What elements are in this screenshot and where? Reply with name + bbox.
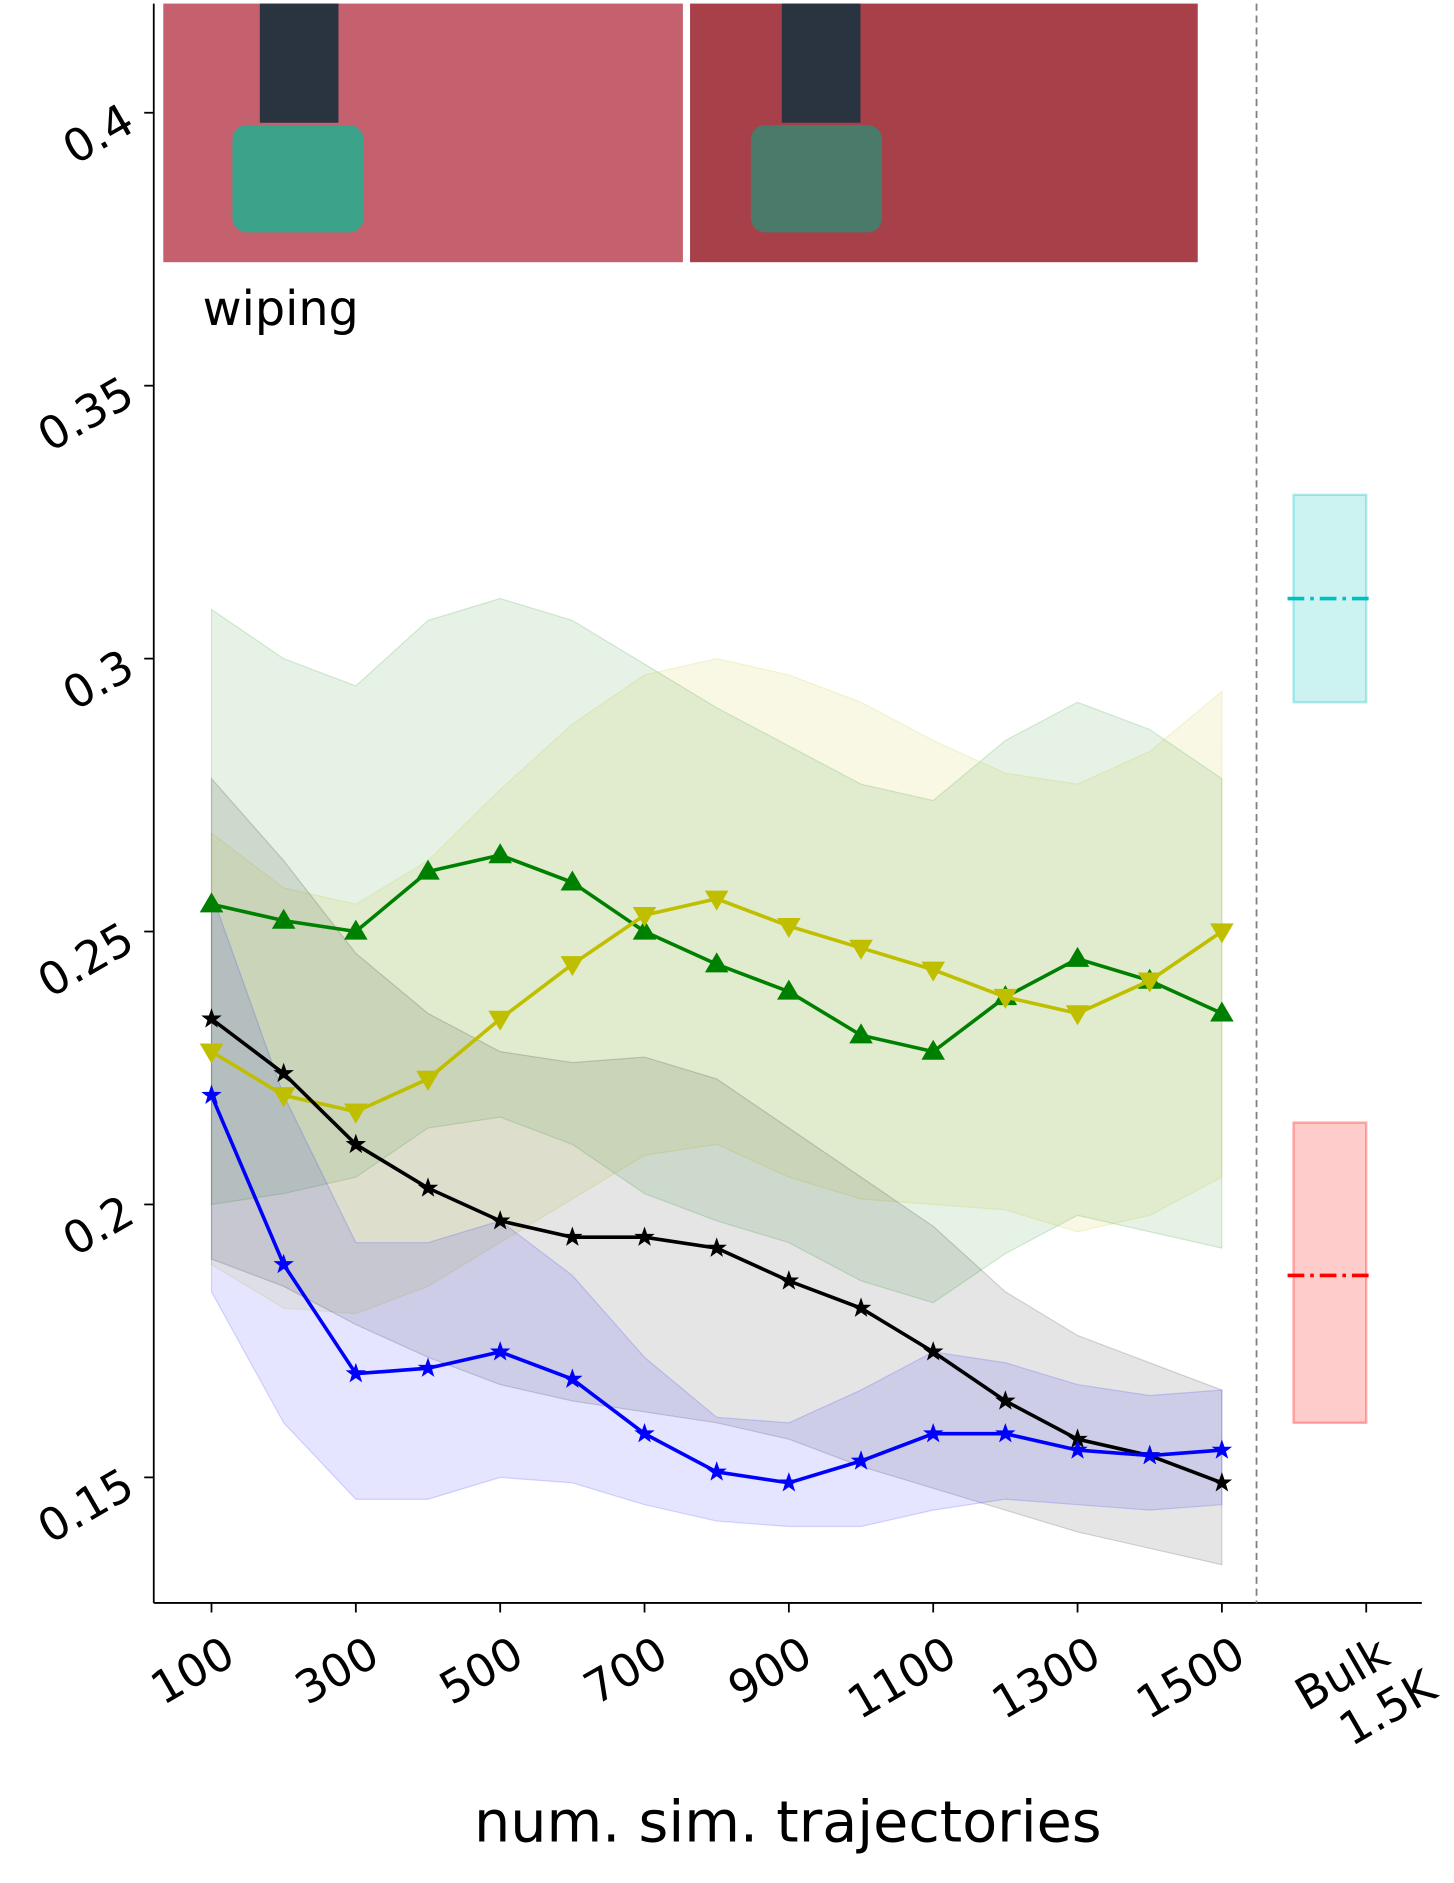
marker bbox=[201, 1008, 222, 1028]
x-axis-label: num. sim. trajectories bbox=[474, 1789, 1102, 1855]
marker bbox=[199, 892, 224, 913]
marker bbox=[1211, 1472, 1233, 1492]
marker bbox=[995, 1390, 1016, 1410]
series bbox=[199, 890, 1234, 1124]
band bbox=[210, 777, 1223, 1566]
y-tick-label: 0.3 bbox=[54, 639, 143, 721]
marker bbox=[993, 988, 1018, 1009]
cloth bbox=[750, 125, 882, 233]
x-tick-label: 1500 bbox=[1127, 1626, 1253, 1730]
marker bbox=[271, 908, 296, 929]
marker bbox=[849, 1023, 873, 1044]
marker bbox=[344, 919, 368, 940]
marker bbox=[273, 1062, 294, 1083]
marker bbox=[488, 1010, 512, 1031]
marker bbox=[1137, 972, 1162, 993]
marker bbox=[199, 1043, 224, 1064]
marker bbox=[1065, 946, 1090, 967]
marker bbox=[922, 1341, 944, 1361]
marker bbox=[488, 843, 512, 864]
marker bbox=[1210, 923, 1234, 944]
marker bbox=[634, 1422, 655, 1443]
marker bbox=[995, 1422, 1016, 1443]
y-tick-label: 0.15 bbox=[29, 1458, 143, 1554]
marker bbox=[777, 917, 801, 938]
x-tick-label: 900 bbox=[719, 1626, 820, 1715]
marker bbox=[1067, 1439, 1088, 1459]
x-tick-label: 1300 bbox=[983, 1626, 1109, 1730]
marker bbox=[1065, 1005, 1090, 1026]
marker bbox=[922, 1422, 944, 1443]
series bbox=[201, 1084, 1233, 1492]
marker bbox=[489, 1341, 511, 1361]
marker bbox=[704, 890, 729, 911]
marker bbox=[201, 1084, 222, 1104]
marker bbox=[850, 1297, 872, 1317]
marker bbox=[344, 1103, 368, 1124]
marker bbox=[778, 1472, 800, 1492]
marker bbox=[345, 1133, 367, 1154]
x-tick-label: 500 bbox=[431, 1626, 532, 1715]
annotation: wiping bbox=[203, 282, 359, 337]
marker bbox=[271, 1087, 296, 1108]
x-tick-label: Bulk1.5K bbox=[1286, 1614, 1446, 1767]
marker bbox=[273, 1253, 294, 1274]
marker bbox=[562, 1368, 583, 1388]
marker bbox=[1139, 1444, 1160, 1465]
band bbox=[210, 657, 1223, 1315]
marker bbox=[417, 1177, 439, 1197]
y-tick-label: 0.4 bbox=[54, 93, 143, 175]
x-tick-label: 100 bbox=[142, 1626, 243, 1715]
marker bbox=[489, 1210, 511, 1230]
x-tick-label: 1100 bbox=[839, 1626, 965, 1730]
marker bbox=[849, 939, 873, 960]
y-tick-label: 0.25 bbox=[29, 912, 143, 1008]
marker bbox=[560, 956, 585, 977]
x-tick-label: 700 bbox=[575, 1626, 676, 1715]
marker bbox=[921, 1039, 945, 1060]
bulk-range bbox=[1292, 1121, 1368, 1424]
marker bbox=[345, 1362, 367, 1383]
band bbox=[210, 597, 1223, 1304]
x-tick-label: 300 bbox=[286, 1626, 387, 1715]
marker bbox=[560, 870, 585, 891]
marker bbox=[416, 1070, 440, 1091]
marker bbox=[850, 1450, 872, 1470]
marker bbox=[417, 1357, 439, 1377]
y-tick-label: 0.35 bbox=[29, 366, 143, 462]
photos bbox=[163, 3, 1198, 263]
marker bbox=[706, 1461, 727, 1481]
marker bbox=[704, 952, 729, 973]
marker bbox=[1211, 1439, 1233, 1459]
marker bbox=[921, 961, 945, 982]
marker bbox=[777, 979, 801, 1000]
marker bbox=[632, 919, 657, 940]
band bbox=[210, 893, 1223, 1528]
marker bbox=[1210, 1001, 1234, 1022]
y-tick-label: 0.2 bbox=[54, 1185, 143, 1267]
marker bbox=[634, 1226, 655, 1246]
cloth bbox=[232, 125, 364, 233]
marker bbox=[706, 1237, 727, 1257]
marker bbox=[416, 859, 440, 880]
marker bbox=[778, 1270, 800, 1290]
gripper bbox=[259, 3, 339, 123]
marker bbox=[632, 907, 657, 928]
marker bbox=[562, 1226, 583, 1246]
gripper bbox=[781, 3, 861, 123]
